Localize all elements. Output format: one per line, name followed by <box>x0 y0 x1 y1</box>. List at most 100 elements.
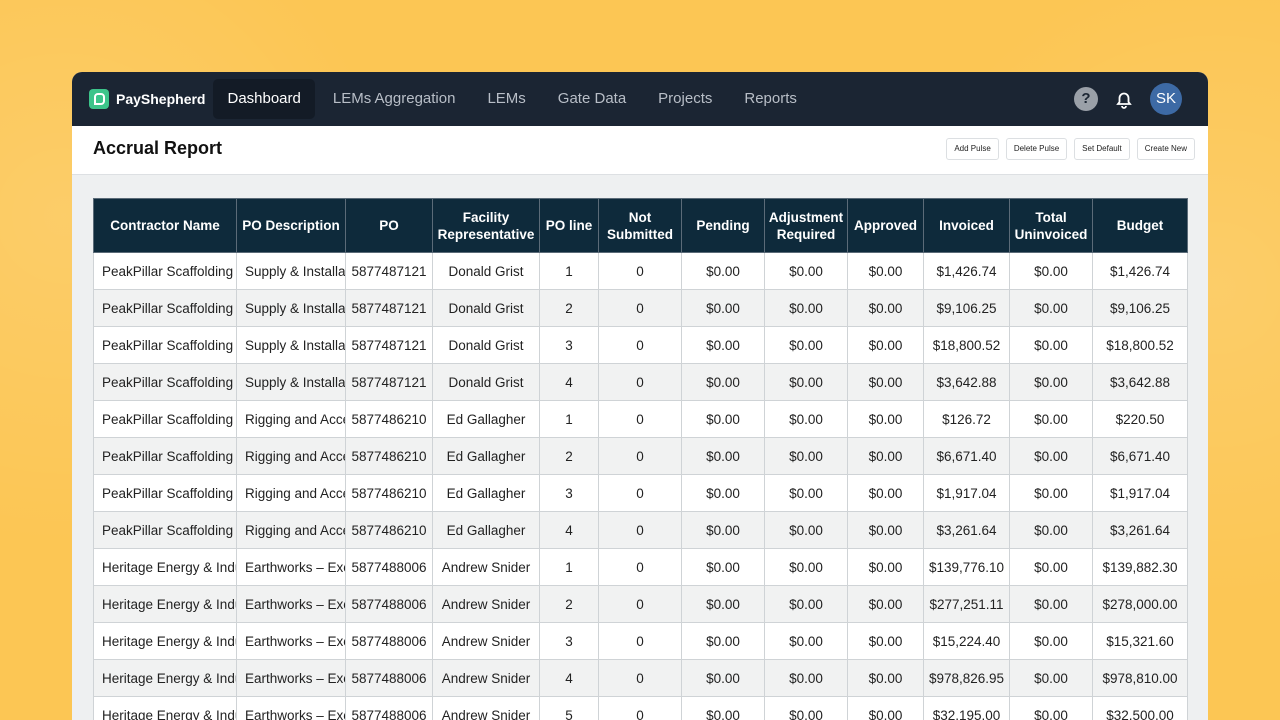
table-cell: 5877486210 <box>345 511 433 549</box>
table-cell: $278,000.00 <box>1092 585 1188 623</box>
table-cell: $18,800.52 <box>923 326 1010 364</box>
column-header[interactable]: Budget <box>1092 198 1188 253</box>
table-cell: $0.00 <box>681 326 765 364</box>
table-cell: $18,800.52 <box>1092 326 1188 364</box>
nav-item[interactable]: LEMs <box>487 90 526 107</box>
column-header[interactable]: Approved <box>847 198 924 253</box>
header-row: Contractor Name PO Description PO Facility … <box>93 198 1188 253</box>
table-cell: $0.00 <box>1009 400 1093 438</box>
table-cell: $0.00 <box>847 252 924 290</box>
table-cell: 5 <box>539 696 599 720</box>
column-header[interactable]: PO <box>345 198 433 253</box>
header-button[interactable]: Add Pulse <box>946 138 999 160</box>
nav-item[interactable]: Projects <box>658 90 713 107</box>
table-cell: $0.00 <box>681 252 765 290</box>
table-cell: $0.00 <box>764 363 848 401</box>
table-cell: $3,261.64 <box>1092 511 1188 549</box>
table-cell: $0.00 <box>1009 548 1093 586</box>
table-cell: Ed Gallagher <box>432 474 540 512</box>
user-avatar[interactable]: SK <box>1150 83 1182 115</box>
table-cell: 0 <box>598 511 682 549</box>
table-row: PeakPillar Scaffolding Supply & Installat… <box>93 326 1188 364</box>
app-window: PayShepherd Dashboard LEMs Aggregation LEM… <box>72 72 1208 720</box>
table-cell: $0.00 <box>1009 326 1093 364</box>
nav-item[interactable]: LEMs Aggregation <box>332 90 456 107</box>
logo[interactable]: PayShepherd <box>89 89 205 109</box>
table-cell: 0 <box>598 252 682 290</box>
table-cell: $0.00 <box>681 437 765 475</box>
table-cell: Earthworks – Exca <box>236 696 346 720</box>
table-cell: $0.00 <box>847 326 924 364</box>
table-cell: 5877488006 <box>345 622 433 660</box>
table-cell: $3,261.64 <box>923 511 1010 549</box>
column-header[interactable]: Not Submitted <box>598 198 682 253</box>
table-cell: Heritage Energy & Indu <box>93 659 237 697</box>
table-cell: $0.00 <box>847 548 924 586</box>
page-title: Accrual Report <box>93 138 223 158</box>
table-cell: Rigging and Acces <box>236 474 346 512</box>
table-cell: $0.00 <box>847 437 924 475</box>
table-cell: 4 <box>539 659 599 697</box>
table-cell: Ed Gallagher <box>432 400 540 438</box>
table-cell: PeakPillar Scaffolding <box>93 363 237 401</box>
table-cell: 0 <box>598 289 682 327</box>
table-cell: 5877487121 <box>345 289 433 327</box>
table-cell: $6,671.40 <box>1092 437 1188 475</box>
table-cell: $32,195.00 <box>923 696 1010 720</box>
table-cell: $0.00 <box>681 622 765 660</box>
table-cell: $0.00 <box>847 400 924 438</box>
table-cell: 5877488006 <box>345 696 433 720</box>
column-header[interactable]: Total Uninvoiced <box>1009 198 1093 253</box>
table-cell: $9,106.25 <box>1092 289 1188 327</box>
table-cell: 5877486210 <box>345 400 433 438</box>
table-cell: $6,671.40 <box>923 437 1010 475</box>
table-cell: Andrew Snider <box>432 548 540 586</box>
table-cell: 0 <box>598 548 682 586</box>
table-cell: Supply & Installat <box>236 363 346 401</box>
table-cell: Andrew Snider <box>432 696 540 720</box>
table-cell: $1,917.04 <box>1092 474 1188 512</box>
table-cell: Heritage Energy & Indu <box>93 548 237 586</box>
header-button[interactable]: Create New <box>1136 138 1195 160</box>
column-header[interactable]: PO line <box>539 198 599 253</box>
table-cell: 1 <box>539 548 599 586</box>
table-cell: $0.00 <box>681 511 765 549</box>
table-cell: $0.00 <box>1009 585 1093 623</box>
table-cell: $0.00 <box>847 622 924 660</box>
column-header[interactable]: Adjustment Required <box>764 198 848 253</box>
column-header[interactable]: Pending <box>681 198 765 253</box>
table-cell: $0.00 <box>1009 363 1093 401</box>
help-button[interactable]: ? <box>1074 87 1098 111</box>
table-cell: $0.00 <box>681 400 765 438</box>
table-cell: Supply & Installat <box>236 326 346 364</box>
table-row: PeakPillar Scaffolding Supply & Installat… <box>93 252 1188 290</box>
table-cell: $0.00 <box>847 696 924 720</box>
table-cell: PeakPillar Scaffolding <box>93 437 237 475</box>
column-header[interactable]: Facility Representative <box>432 198 540 253</box>
header-button[interactable]: Set Default <box>1074 138 1130 160</box>
table-cell: $9,106.25 <box>923 289 1010 327</box>
table-cell: PeakPillar Scaffolding <box>93 400 237 438</box>
table-cell: 5877488006 <box>345 585 433 623</box>
table-cell: 5877486210 <box>345 474 433 512</box>
table-cell: Rigging and Acces <box>236 437 346 475</box>
table-cell: 1 <box>539 400 599 438</box>
nav-item[interactable]: Gate Data <box>557 90 627 107</box>
table-cell: 5877486210 <box>345 437 433 475</box>
table-cell: Donald Grist <box>432 363 540 401</box>
table-row: PeakPillar Scaffolding Supply & Installat… <box>93 363 1188 401</box>
table-cell: 0 <box>598 326 682 364</box>
column-header[interactable]: Invoiced <box>923 198 1010 253</box>
notifications-button[interactable] <box>1112 87 1136 111</box>
nav-item[interactable]: Dashboard <box>213 79 315 119</box>
table-cell: $978,826.95 <box>923 659 1010 697</box>
table-cell: $1,426.74 <box>923 252 1010 290</box>
header-button[interactable]: Delete Pulse <box>1005 138 1068 160</box>
column-header[interactable]: Contractor Name <box>93 198 237 253</box>
table-cell: $0.00 <box>847 511 924 549</box>
column-header[interactable]: PO Description <box>236 198 346 253</box>
nav-item[interactable]: Reports <box>744 90 797 107</box>
table-cell: Rigging and Acces <box>236 400 346 438</box>
